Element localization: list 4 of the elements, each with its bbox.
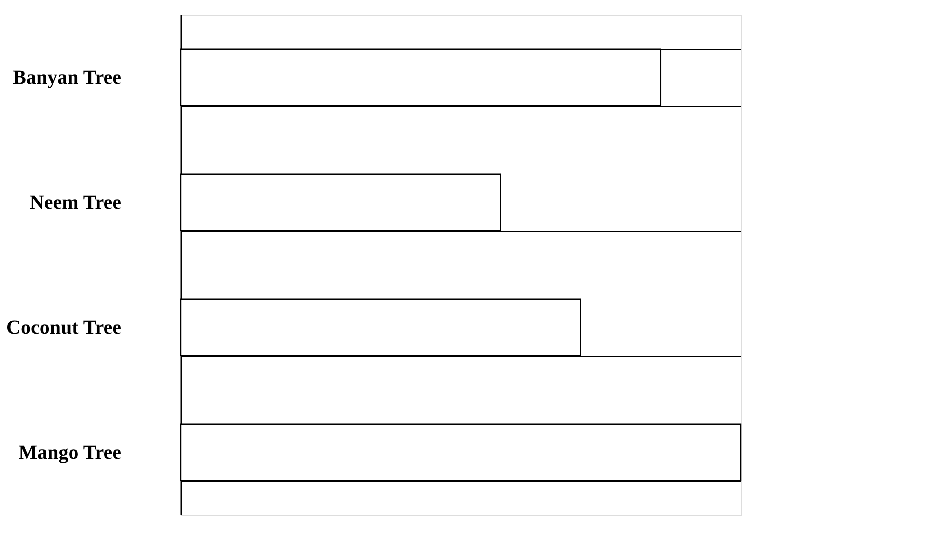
y-tick-label: Mango Tree <box>18 442 122 464</box>
y-tick-label: Banyan Tree <box>13 67 122 89</box>
y-tick-label: Coconut Tree <box>6 317 122 339</box>
y-tick-label: Neem Tree <box>30 192 122 214</box>
